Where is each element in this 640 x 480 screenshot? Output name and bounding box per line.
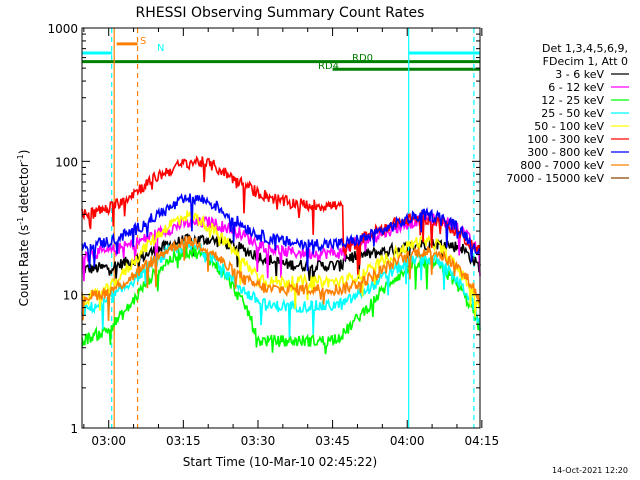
series-line-4 — [81, 210, 481, 318]
legend-label-2: 12 - 25 keV — [541, 94, 604, 107]
y-axis-label: Count Rate (s-1 detector-1) — [16, 150, 31, 307]
legend-label-5: 100 - 300 keV — [527, 133, 604, 146]
x-tick-label-1: 03:15 — [166, 434, 201, 448]
series-line-7 — [81, 235, 481, 321]
x-tick-label-2: 03:30 — [241, 434, 276, 448]
legend-label-7: 800 - 7000 keV — [520, 159, 604, 172]
y-axis: 1 10 100 1000 — [47, 22, 480, 436]
legend-label-3: 25 - 50 keV — [541, 107, 604, 120]
series-line-5 — [81, 155, 481, 275]
y-tick-label-2: 100 — [55, 155, 78, 169]
state-bar-label-4: N — [157, 43, 164, 54]
legend-header-0: Det 1,3,4,5,6,9, — [542, 42, 628, 55]
footer-timestamp: 14-Oct-2021 12:20 — [552, 466, 628, 475]
y-tick-label-3: 1000 — [47, 22, 78, 36]
legend-label-1: 6 - 12 keV — [548, 81, 604, 94]
legend: Det 1,3,4,5,6,9,FDecim 1, Att 03 - 6 keV… — [506, 42, 629, 185]
legend-label-6: 300 - 800 keV — [527, 146, 604, 159]
state-bar-label-2: RD4 — [318, 61, 339, 72]
y-tick-label-0: 1 — [70, 422, 78, 436]
x-axis: 03:00 03:15 03:30 03:45 04:00 04:15 — [83, 28, 500, 448]
state-bar-label-3: S — [140, 36, 146, 47]
y-tick-label-1: 10 — [63, 289, 78, 303]
legend-label-4: 50 - 100 keV — [534, 120, 604, 133]
x-axis-label: Start Time (10-Mar-10 02:45:22) — [183, 455, 377, 469]
state-bar-label-1: RD0 — [352, 53, 373, 64]
x-tick-label-4: 04:00 — [390, 434, 425, 448]
series-line-6 — [81, 192, 481, 271]
series-line-1 — [81, 213, 481, 282]
x-tick-label-3: 03:45 — [315, 434, 350, 448]
x-tick-label-0: 03:00 — [91, 434, 126, 448]
legend-header-1: FDecim 1, Att 0 — [543, 55, 628, 68]
state-bars: RD0 RD4 SN — [81, 36, 480, 72]
x-tick-label-5: 04:15 — [465, 434, 500, 448]
series-group — [81, 155, 481, 355]
legend-label-0: 3 - 6 keV — [555, 68, 604, 81]
chart-title: RHESSI Observing Summary Count Rates — [136, 5, 425, 21]
plot-frame — [81, 27, 481, 429]
marker-lines — [111, 28, 475, 428]
legend-label-8: 7000 - 15000 keV — [506, 172, 604, 185]
